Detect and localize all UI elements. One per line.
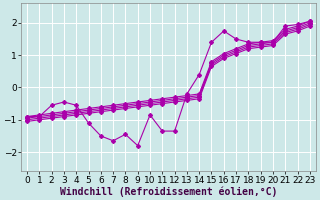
X-axis label: Windchill (Refroidissement éolien,°C): Windchill (Refroidissement éolien,°C) <box>60 186 277 197</box>
